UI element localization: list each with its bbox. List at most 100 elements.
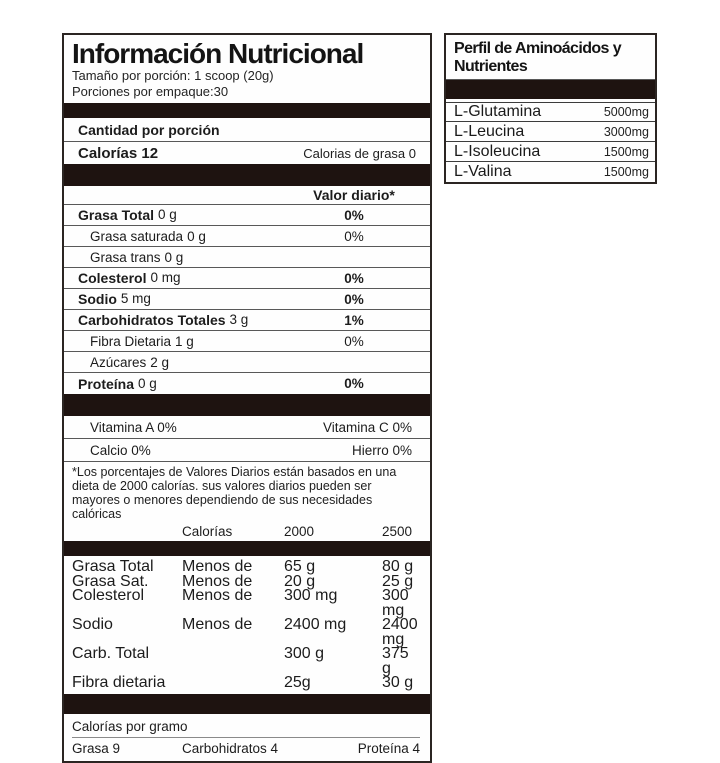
nutrient-daily-value: 1% [344, 312, 364, 328]
nutrient-row: Carbohidratos Totales 3 g 1% [64, 310, 430, 332]
divider-bar [64, 394, 430, 417]
vitamin-row: Vitamina A 0% Vitamina C 0% [64, 416, 430, 440]
protein-per-gram: Proteína 4 [357, 740, 420, 756]
reference-cell: Grasa Sat. [72, 572, 149, 590]
divider-bar [64, 693, 430, 714]
vitamin-row: Calcio 0% Hierro 0% [64, 439, 430, 463]
reference-row: Carb. Total 300 g 375 g [72, 645, 420, 677]
calories-row: Calorías 12 Calorias de grasa 0 [64, 142, 430, 164]
nutrient-amount: 0 g [187, 228, 206, 244]
nutrient-row: Grasa saturada 0 g 0% [64, 226, 430, 248]
reference-cell: 2400 mg [382, 616, 418, 648]
amino-profile-panel: Perfil de Aminoácidos y Nutrientes L-Glu… [444, 33, 657, 185]
nutrient-row: Colesterol 0 mg 0% [64, 268, 430, 290]
reference-cell: Menos de [182, 572, 253, 590]
nutrient-amount: 0 mg [150, 270, 181, 286]
nutrient-daily-value: 0% [344, 228, 364, 244]
reference-cell: 20 g [284, 572, 316, 590]
reference-cell: Sodio [72, 616, 113, 634]
reference-row: Fibra dietaria 25g 30 g [72, 674, 420, 692]
reference-row: Grasa Sat. Menos de 20 g 25 g [72, 572, 420, 590]
nutrient-daily-value: 0% [344, 333, 364, 349]
reference-cell [182, 647, 284, 676]
reference-cell: Grasa Total [72, 558, 154, 576]
amino-amount: 1500mg [603, 144, 649, 159]
reference-cell: 300 mg [382, 587, 409, 619]
nutrient-name: Carbohidratos Totales [78, 312, 226, 329]
daily-value-header: Valor diario* [64, 186, 430, 206]
nutrient-name: Grasa Total [78, 207, 154, 224]
amino-rows: L-Glutamina 5000mg L-Leucina 3000mg L-Is… [446, 99, 655, 182]
reference-cell: 30 g [382, 674, 414, 692]
reference-cell: Calorías [182, 523, 233, 539]
nutrient-name: Proteína [78, 375, 135, 392]
reference-cell: 375 g [382, 645, 409, 677]
amino-amount: 3000mg [603, 124, 649, 139]
nutrient-amount: 0 g [138, 375, 157, 391]
amino-row: L-Isoleucina 1500mg [446, 142, 655, 163]
divider-bar [64, 103, 430, 119]
reference-cell: 2500 [382, 523, 413, 539]
page: Información Nutricional Tamaño por porci… [62, 33, 657, 763]
nutrient-name: Colesterol [78, 270, 147, 287]
reference-cell: Menos de [182, 587, 253, 605]
reference-cell: Colesterol [72, 587, 145, 605]
servings-per-package-text: Porciones por empaque:30 [72, 83, 229, 99]
nutrient-name: Grasa saturada [90, 228, 184, 244]
calories-per-gram-row: Grasa 9 Carbohidratos 4 Proteína 4 [72, 738, 420, 758]
amount-per-serving-label: Cantidad por porción [64, 118, 430, 143]
reference-cell [182, 676, 284, 691]
reference-cell: Fibra dietaria [72, 674, 166, 692]
nutrient-amount: 1 g [175, 333, 194, 349]
nutrient-row: Sodio 5 mg 0% [64, 289, 430, 311]
nutrient-row: Fibra Dietaria 1 g 0% [64, 331, 430, 353]
nutrient-amount: 3 g [229, 312, 249, 328]
amino-name: L-Leucina [454, 122, 525, 140]
amino-name: L-Isoleucina [454, 142, 541, 160]
fat-per-gram: Grasa 9 [72, 740, 121, 756]
reference-cell: 25 g [382, 572, 414, 590]
nutrition-header: Información Nutricional Tamaño por porci… [64, 35, 430, 103]
amino-title: Perfil de Aminoácidos y Nutrientes [454, 40, 622, 75]
nutrient-name: Grasa trans [90, 249, 161, 265]
amino-amount: 5000mg [603, 105, 649, 120]
nutrient-daily-value: 0% [344, 291, 364, 307]
nutrient-name: Sodio [78, 291, 117, 308]
nutrient-daily-value: 0% [344, 270, 364, 286]
reference-cell: 80 g [382, 558, 414, 576]
nutrition-title: Información Nutricional [72, 38, 364, 69]
reference-row: Colesterol Menos de 300 mg 300 mg [72, 587, 420, 619]
nutrient-row: Azúcares 2 g [64, 352, 430, 374]
vitamin-right: Vitamina C 0% [322, 419, 412, 435]
amino-row: L-Valina 1500mg [446, 162, 655, 182]
amino-row: L-Leucina 3000mg [446, 122, 655, 143]
nutrient-amount: 0 g [164, 249, 184, 265]
amino-header: Perfil de Aminoácidos y Nutrientes [446, 35, 655, 81]
reference-cell [72, 525, 182, 540]
divider-bar [64, 541, 430, 557]
calories-value: Calorías 12 [78, 144, 159, 162]
reference-row: Sodio Menos de 2400 mg 2400 mg [72, 616, 420, 648]
nutrient-row: Grasa trans 0 g [64, 247, 430, 269]
daily-values-footnote: *Los porcentajes de Valores Diarios está… [72, 465, 397, 522]
reference-cell: Carb. Total [72, 645, 150, 663]
nutrient-daily-value: 0% [344, 376, 364, 392]
nutrient-amount: 0 g [158, 207, 177, 223]
vitamin-left: Vitamina A 0% [90, 419, 177, 435]
nutrient-amount: 2 g [150, 354, 170, 370]
calories-from-fat: Calorias de grasa 0 [303, 145, 416, 161]
reference-cell: 2000 [284, 523, 315, 539]
vitamin-left: Calcio 0% [90, 442, 151, 458]
nutrient-daily-value: 0% [344, 207, 364, 223]
serving-size-text: Tamaño por porción: 1 scoop (20g) [72, 68, 274, 84]
nutrient-row: Proteína 0 g 0% [64, 373, 430, 394]
divider-bar [446, 80, 655, 100]
nutrient-row: Grasa Total 0 g 0% [64, 205, 430, 227]
reference-cell: 2400 mg [284, 616, 347, 634]
nutrition-facts-panel: Información Nutricional Tamaño por porci… [62, 33, 432, 763]
reference-cell: 25g [284, 674, 311, 692]
nutrient-name: Azúcares [90, 354, 147, 370]
reference-table: Grasa Total Menos de 65 g 80 g Grasa Sat… [64, 556, 430, 694]
reference-cell: 300 g [284, 645, 325, 663]
amino-amount: 1500mg [603, 165, 649, 180]
